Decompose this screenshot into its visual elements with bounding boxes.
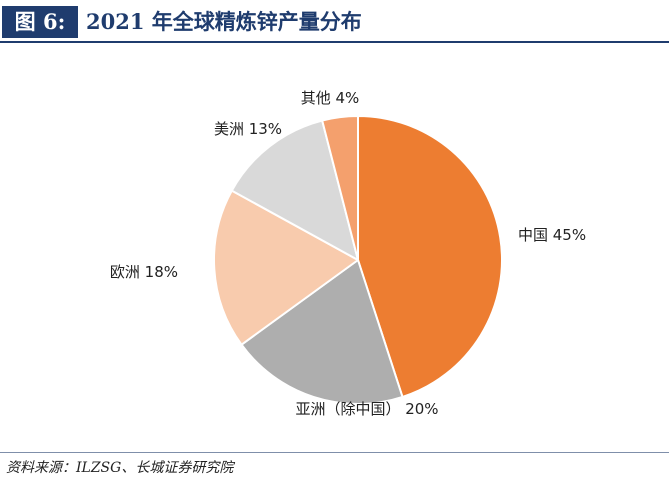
pie-chart: 中国 45% 亚洲（除中国） 20% 欧洲 18% 美洲 13% 其他 4% <box>110 89 586 418</box>
pie-slice <box>240 259 404 405</box>
pie-slices <box>213 115 503 405</box>
pie-slice <box>230 119 359 261</box>
slice-label: 亚洲（除中国） 20% <box>295 400 438 418</box>
figure-number: 图 6: <box>2 6 78 38</box>
slice-label: 欧洲 18% <box>110 263 178 281</box>
figure-title: 2021 年全球精炼锌产量分布 <box>86 9 362 34</box>
slice-label: 其他 4% <box>301 89 360 107</box>
header-divider <box>0 41 669 43</box>
pie-slice <box>321 115 359 261</box>
pie-labels: 中国 45% 亚洲（除中国） 20% 欧洲 18% 美洲 13% 其他 4% <box>110 89 586 418</box>
pie-slice <box>357 115 503 398</box>
figure-header: 图 6: 2021 年全球精炼锌产量分布 <box>0 0 669 44</box>
pie-slice <box>213 189 359 346</box>
slice-label: 美洲 13% <box>214 120 282 138</box>
footer-divider <box>0 452 669 453</box>
source-note: 资料来源：ILZSG、长城证券研究院 <box>6 460 234 476</box>
slice-label: 中国 45% <box>518 226 586 244</box>
